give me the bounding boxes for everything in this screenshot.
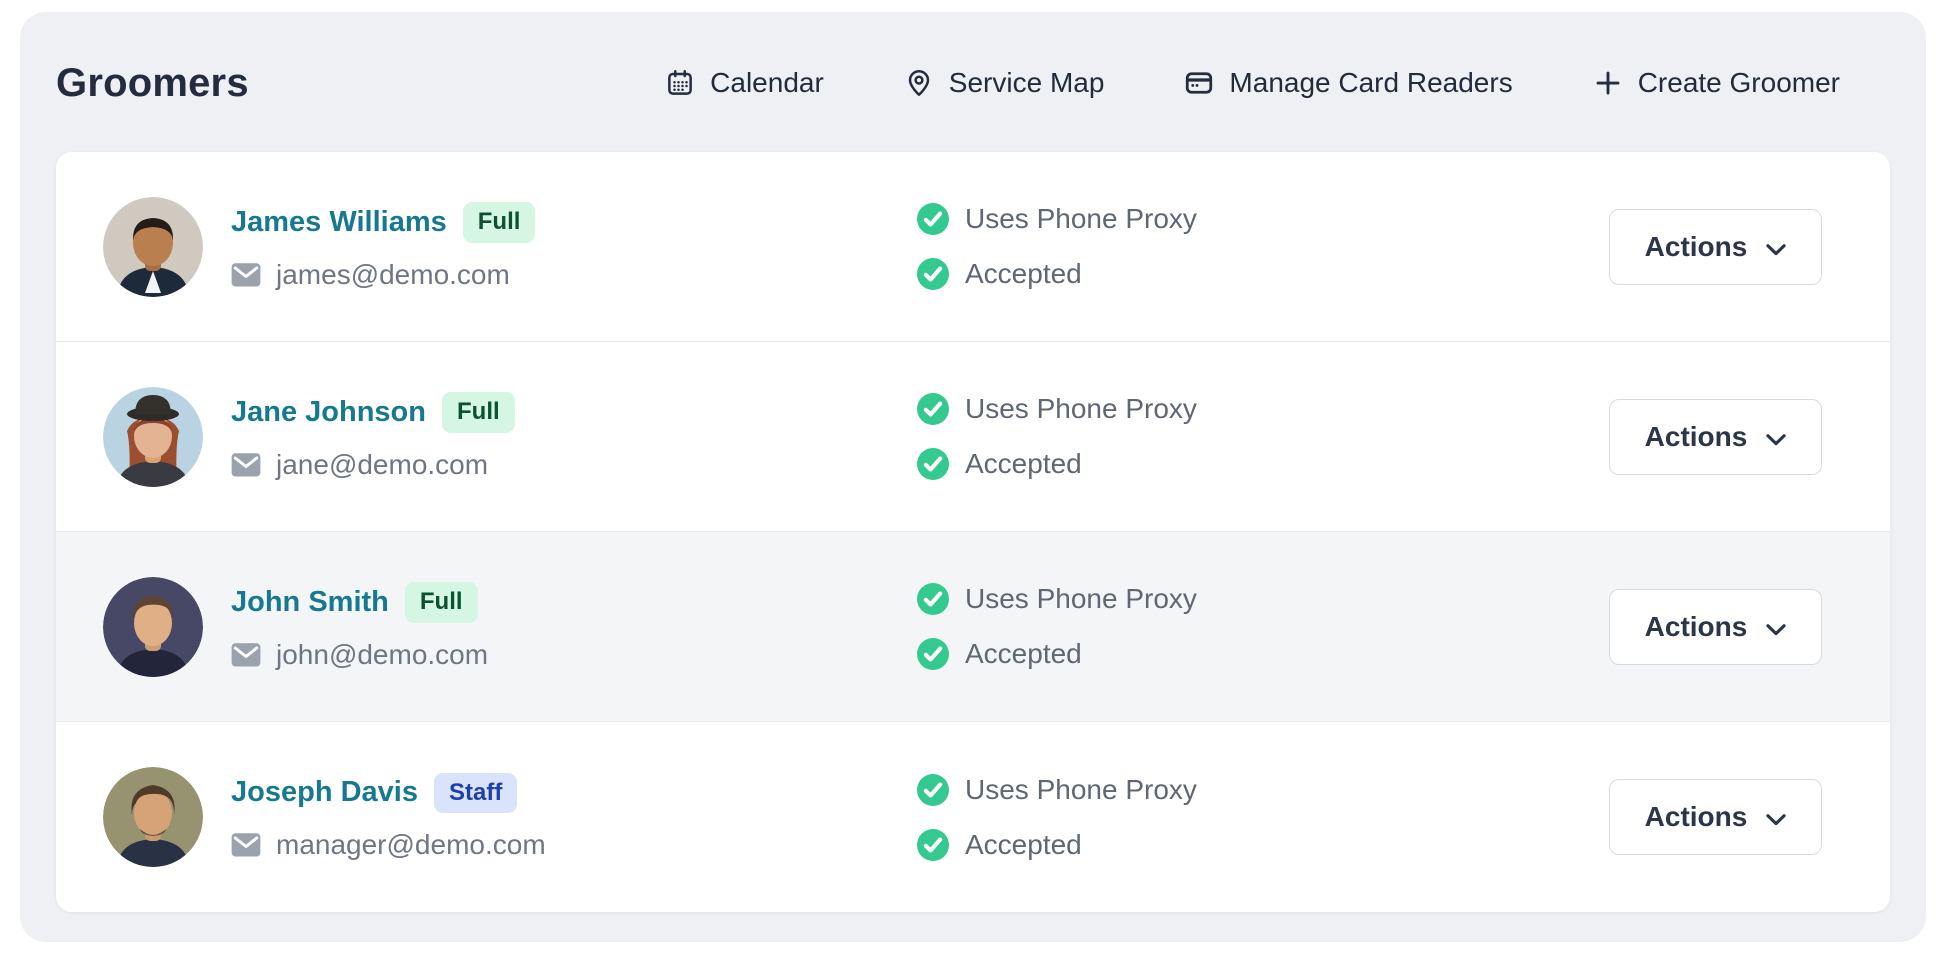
envelope-icon [231,830,261,860]
header-nav: Calendar Service Map Manage Card Readers… [665,67,1890,99]
groomer-name-link[interactable]: Jane Johnson [231,395,426,428]
role-badge: Full [404,582,478,623]
groomer-info: James Williams Full james@demo.com [231,202,917,290]
status-phone-proxy: Uses Phone Proxy [917,583,1197,615]
check-circle-icon [917,203,949,235]
groomer-info: Jane Johnson Full jane@demo.com [231,392,917,480]
groomers-page: Groomers Calendar Service Map Manage Car… [20,12,1926,942]
role-badge: Full [462,202,536,243]
check-circle-icon [917,774,949,806]
status-accepted: Accepted [917,828,1197,861]
nav-create-groomer[interactable]: Create Groomer [1593,67,1840,99]
status-label: Uses Phone Proxy [965,393,1197,424]
actions-dropdown-button[interactable]: Actions [1609,779,1822,855]
check-circle-icon [917,393,949,425]
role-badge: Staff [433,772,518,814]
actions-dropdown-button[interactable]: Actions [1609,588,1822,665]
envelope-icon [231,640,261,670]
groomer-email: jane@demo.com [276,448,489,480]
groomer-info: John Smith Full john@demo.com [231,582,917,670]
actions-label: Actions [1644,610,1748,642]
status-phone-proxy: Uses Phone Proxy [917,773,1197,806]
chevron-down-icon [1766,801,1786,833]
nav-manage-card-readers-label: Manage Card Readers [1229,67,1513,98]
actions-dropdown-button[interactable]: Actions [1609,398,1822,475]
status-accepted: Accepted [917,258,1197,290]
status-label: Uses Phone Proxy [965,203,1197,234]
status-list: Uses Phone Proxy Accepted [917,773,1197,861]
actions-label: Actions [1644,420,1748,452]
groomer-info: Joseph Davis Staff manager@demo.com [231,772,917,861]
calendar-icon [665,68,695,98]
map-pin-icon [904,68,934,98]
envelope-icon [231,450,261,480]
status-label: Accepted [965,828,1082,860]
groomer-list: James Williams Full james@demo.com Uses … [56,152,1890,912]
status-label: Uses Phone Proxy [965,773,1197,805]
avatar [103,196,203,297]
groomer-row-joseph: Joseph Davis Staff manager@demo.com Uses… [56,722,1890,912]
groomer-email: john@demo.com [276,638,489,670]
groomer-row-jane: Jane Johnson Full jane@demo.com Uses Pho… [56,342,1890,532]
groomer-name-link[interactable]: John Smith [231,585,389,618]
actions-dropdown-button[interactable]: Actions [1609,208,1822,285]
status-accepted: Accepted [917,638,1197,670]
check-circle-icon [917,448,949,480]
groomer-row-john: John Smith Full john@demo.com Uses Phone… [56,532,1890,722]
envelope-icon [231,260,261,290]
actions-label: Actions [1644,801,1748,832]
chevron-down-icon [1766,611,1786,643]
nav-calendar-label: Calendar [710,67,824,98]
avatar [103,576,203,677]
avatar [103,767,203,867]
nav-calendar[interactable]: Calendar [665,67,824,99]
groomer-email: manager@demo.com [276,829,546,861]
groomer-name-link[interactable]: Joseph Davis [231,776,418,809]
status-label: Accepted [965,448,1082,479]
check-circle-icon [917,829,949,861]
chevron-down-icon [1766,231,1786,263]
role-badge: Full [442,392,515,433]
status-list: Uses Phone Proxy Accepted [917,583,1197,670]
chevron-down-icon [1766,421,1786,453]
status-list: Uses Phone Proxy Accepted [917,203,1197,290]
groomer-name-link[interactable]: James Williams [231,205,447,238]
page-title: Groomers [56,60,249,105]
nav-manage-card-readers[interactable]: Manage Card Readers [1184,67,1513,99]
status-phone-proxy: Uses Phone Proxy [917,203,1197,235]
groomer-email: james@demo.com [276,258,510,290]
check-circle-icon [917,638,949,670]
groomer-row-james: James Williams Full james@demo.com Uses … [56,152,1890,342]
nav-service-map[interactable]: Service Map [904,67,1105,99]
avatar [103,386,203,487]
card-reader-icon [1184,68,1214,98]
status-label: Accepted [965,258,1082,289]
check-circle-icon [917,258,949,290]
status-list: Uses Phone Proxy Accepted [917,393,1197,480]
status-phone-proxy: Uses Phone Proxy [917,393,1197,425]
status-accepted: Accepted [917,448,1197,480]
status-label: Uses Phone Proxy [965,583,1197,614]
actions-label: Actions [1644,230,1748,262]
nav-service-map-label: Service Map [948,67,1105,98]
status-label: Accepted [965,638,1082,669]
page-header: Groomers Calendar Service Map Manage Car… [56,54,1890,112]
plus-icon [1593,68,1623,98]
check-circle-icon [917,583,949,615]
nav-create-groomer-label: Create Groomer [1637,67,1840,98]
